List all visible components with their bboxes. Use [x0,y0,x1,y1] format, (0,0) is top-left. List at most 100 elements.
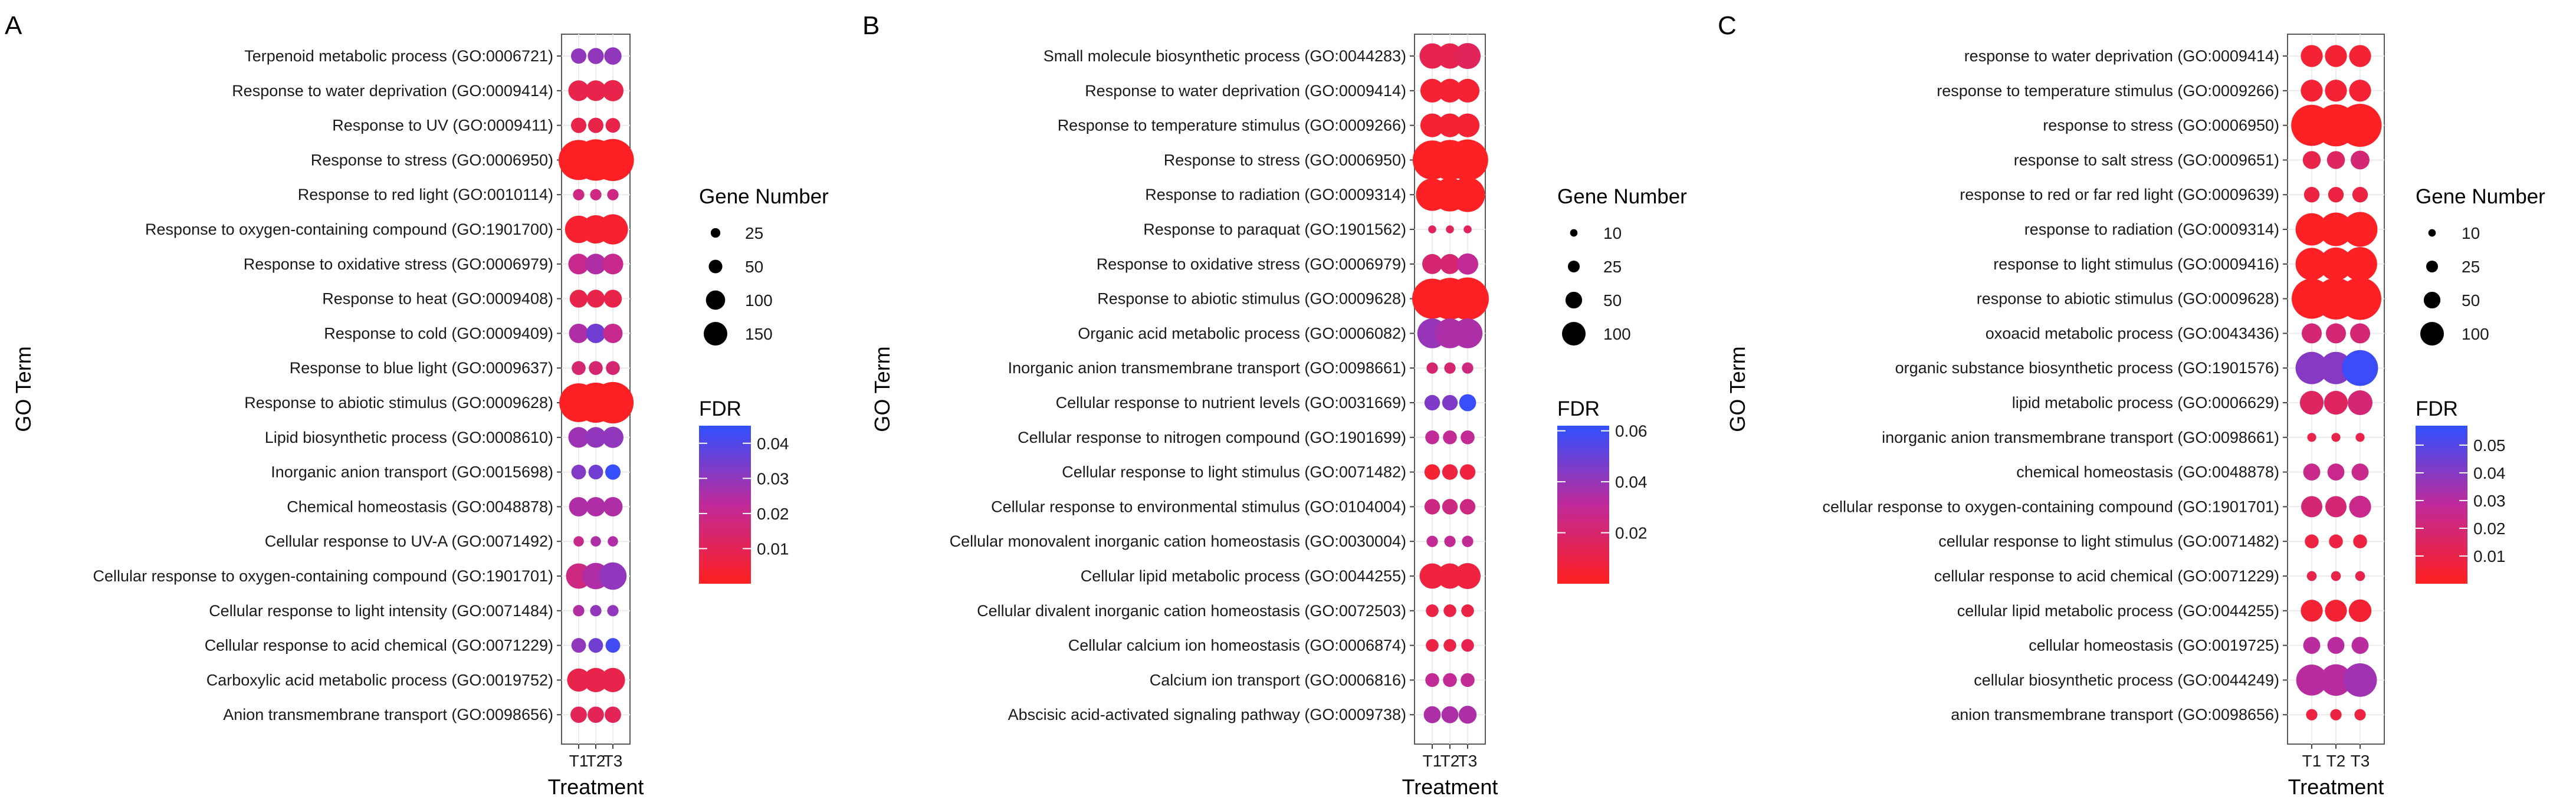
data-point [1455,78,1480,103]
data-point [1423,706,1441,723]
data-point [1426,535,1438,547]
x-tick-label: T3 [2351,752,2370,770]
size-legend-label: 25 [1603,258,1622,276]
size-legend-label: 25 [2462,258,2480,276]
data-point [2342,350,2378,386]
data-point [2338,104,2382,147]
data-point [1424,499,1440,515]
y-axis-title: GO Term [870,346,894,432]
y-tick-label: Cellular divalent inorganic cation homeo… [977,602,1406,620]
data-point [570,706,587,723]
y-tick-label: cellular response to light stimulus (GO:… [1938,532,2279,550]
data-point [2328,187,2344,203]
data-point [2351,463,2369,481]
data-point [1446,225,1454,233]
data-point [1442,499,1458,515]
panels-root: A Terpenoid metabolic process (GO:0006721… [5,11,2545,799]
data-point [2305,534,2319,548]
y-tick-label: Small molecule biosynthetic process (GO:… [1043,47,1406,65]
data-point [606,361,620,375]
y-tick-label: Calcium ion transport (GO:0006816) [1150,671,1406,689]
size-legend-dot [1570,229,1578,237]
y-tick-label: Cellular response to nutrient levels (GO… [1056,394,1406,412]
y-tick-label: response to red or far red light (GO:000… [1960,186,2279,203]
size-legend-dot [1565,291,1583,309]
data-point [602,254,624,275]
data-point [603,323,623,343]
data-point [570,48,587,64]
y-tick-label: Response to oxidative stress (GO:0006979… [244,255,553,273]
y-tick-label: Cellular response to light stimulus (GO:… [1062,463,1406,481]
data-point [1455,113,1480,137]
data-point [2301,600,2323,622]
data-point [2325,496,2347,518]
data-point [2354,709,2366,721]
data-point [2348,390,2372,415]
data-point [2307,433,2316,442]
y-tick-label: anion transmembrane transport (GO:009865… [1951,706,2279,723]
data-point [590,605,602,617]
y-tick-label: lipid metabolic process (GO:0006629) [2012,394,2279,412]
y-tick-label: inorganic anion transmembrane transport … [1882,429,2279,446]
y-tick-label: Response to radiation (GO:0009314) [1145,186,1406,203]
y-tick-label: Cellular response to acid chemical (GO:0… [205,637,553,654]
color-legend-bar [1557,426,1609,584]
data-point [2351,637,2369,654]
y-tick-label: response to light stimulus (GO:0009416) [1993,255,2279,273]
data-point [605,118,621,133]
x-tick-label: T3 [1458,752,1478,770]
y-tick-label: Cellular response to nitrogen compound (… [1018,429,1406,446]
y-tick-label: Cellular response to oxygen-containing c… [93,567,553,585]
data-point [2330,709,2342,721]
data-point [2326,323,2346,344]
data-point [2319,351,2352,384]
size-legend-dot [705,290,726,310]
color-legend-label: 0.03 [757,469,789,488]
x-tick-label: T1 [2302,752,2322,770]
y-tick-label: cellular response to oxygen-containing c… [1823,498,2279,515]
data-point [2295,248,2328,281]
data-point [605,638,621,653]
data-point [2325,45,2347,67]
y-tick-label: Response to water deprivation (GO:000941… [232,82,553,100]
y-tick-label: Response to stress (GO:0006950) [311,151,553,169]
size-legend-dot [708,259,723,274]
size-legend-dot [2420,322,2444,346]
data-point [573,189,585,200]
y-tick-label: oxoacid metabolic process (GO:0043436) [1986,324,2279,342]
y-tick-label: Response to water deprivation (GO:000941… [1085,82,1406,100]
data-point [1459,464,1476,480]
data-point [570,117,587,133]
size-legend-label: 10 [2462,224,2480,242]
data-point [1454,562,1481,590]
data-point [1422,254,1442,274]
data-point [1459,499,1476,515]
data-point [1462,535,1474,547]
data-point [583,667,608,692]
data-point [1461,430,1475,445]
data-point [569,496,589,517]
y-tick-label: Chemical homeostasis (GO:0048878) [287,498,553,515]
data-point [2306,571,2317,581]
data-point [588,48,604,64]
data-point [2301,80,2323,102]
data-point [1459,394,1476,412]
data-point [588,706,604,723]
size-legend-label: 10 [1603,224,1622,242]
y-tick-label: Response to cold (GO:0009409) [324,324,553,342]
data-point [567,668,590,692]
color-legend-label: 0.04 [1615,473,1648,491]
x-tick-label: T3 [603,752,623,770]
y-tick-label: Carboxylic acid metabolic process (GO:00… [206,671,553,689]
color-legend-title: FDR [1557,397,1600,420]
data-point [590,189,602,200]
y-tick-label: response to water deprivation (GO:000941… [1964,47,2279,65]
data-point [1454,42,1481,70]
y-tick-label: Response to abiotic stimulus (GO:0009628… [244,394,553,412]
size-legend-label: 50 [745,258,763,276]
data-point [2325,600,2347,622]
data-point [1440,254,1460,274]
data-point [586,496,606,517]
data-point [2325,80,2347,102]
